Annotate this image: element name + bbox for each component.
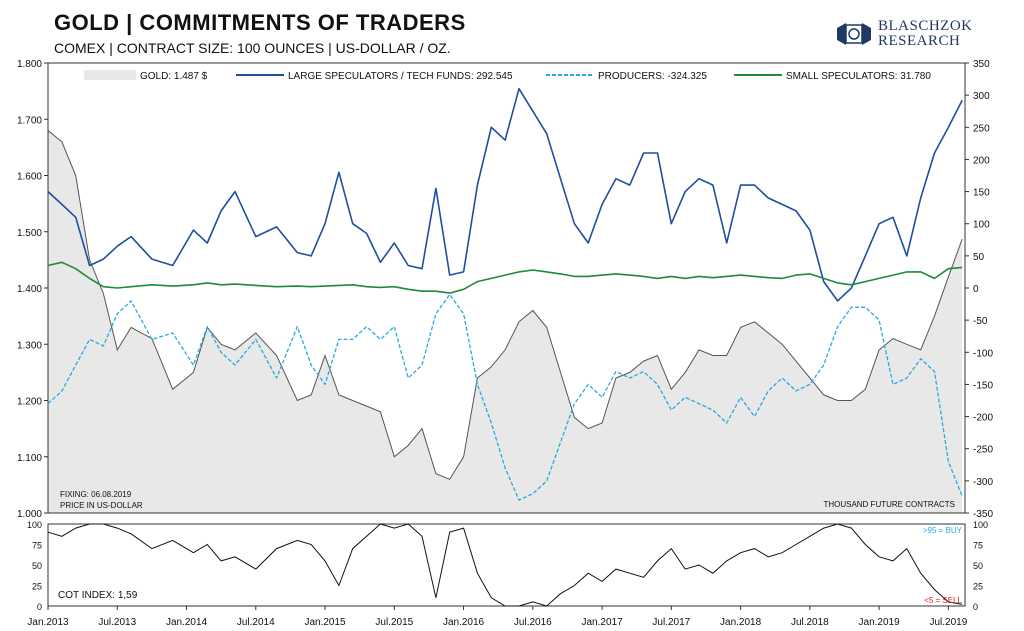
x-axis-tick-label: Jan.2013 bbox=[27, 617, 69, 628]
gold-price-line bbox=[47, 130, 963, 480]
cot-left-tick-label: 0 bbox=[37, 602, 42, 612]
left-axis-tick-label: 1.000 bbox=[17, 509, 42, 520]
small-speculators-line bbox=[47, 261, 963, 294]
cot-left-tick-label: 50 bbox=[32, 561, 42, 571]
x-axis-tick-label: Jan.2016 bbox=[443, 617, 485, 628]
chart-subtitle: COMEX | CONTRACT SIZE: 100 OUNCES | US-D… bbox=[54, 40, 451, 56]
left-axis-tick-label: 1.700 bbox=[17, 115, 42, 126]
cot-right-tick-label: 0 bbox=[973, 602, 978, 612]
right-axis-tick-label: 50 bbox=[973, 252, 985, 263]
chart-title: GOLD | COMMITMENTS OF TRADERS bbox=[54, 10, 466, 35]
cot-left-tick-label: 25 bbox=[32, 582, 42, 592]
cot-plot-frame bbox=[47, 523, 966, 607]
logo-text-line1: BLASCHZOK bbox=[878, 18, 973, 34]
legend-swatch-gold bbox=[84, 70, 136, 80]
left-axis-tick-label: 1.200 bbox=[17, 397, 42, 408]
contracts-unit-note: THOUSAND FUTURE CONTRACTS bbox=[823, 500, 955, 509]
cot-left-tick-label: 100 bbox=[27, 520, 42, 530]
right-axis-tick-label: 0 bbox=[973, 284, 979, 295]
x-axis-tick-label: Jul.2013 bbox=[98, 617, 136, 628]
x-axis-tick-label: Jan.2018 bbox=[720, 617, 762, 628]
right-axis-tick-label: 100 bbox=[973, 220, 990, 231]
legend-label: SMALL SPECULATORS: 31.780 bbox=[786, 71, 931, 82]
x-axis-tick-label: Jul.2017 bbox=[652, 617, 690, 628]
right-axis-tick-label: 200 bbox=[973, 155, 990, 166]
x-axis-tick-label: Jul.2019 bbox=[929, 617, 967, 628]
cot-right-tick-label: 25 bbox=[973, 582, 983, 592]
right-axis-tick-label: 250 bbox=[973, 123, 990, 134]
x-axis-tick-label: Jul.2016 bbox=[514, 617, 552, 628]
legend-label: PRODUCERS: -324.325 bbox=[598, 71, 707, 82]
sell-signal-note: <5 = SELL bbox=[924, 596, 962, 605]
gold-price-area bbox=[48, 130, 963, 513]
cot-right-tick-label: 75 bbox=[973, 541, 983, 551]
company-logo: BLASCHZOK RESEARCH bbox=[834, 18, 984, 52]
buy-signal-note: >95 = BUY bbox=[923, 526, 963, 535]
right-axis-tick-label: -300 bbox=[973, 477, 993, 488]
left-axis-tick-label: 1.800 bbox=[17, 59, 42, 70]
right-axis-tick-label: -350 bbox=[973, 509, 993, 520]
right-axis-tick-label: -50 bbox=[973, 316, 988, 327]
right-axis-tick-label: 350 bbox=[973, 59, 990, 70]
right-axis-tick-label: 150 bbox=[973, 188, 990, 199]
x-axis-tick-label: Jan.2014 bbox=[166, 617, 208, 628]
cot-right-tick-label: 50 bbox=[973, 561, 983, 571]
x-axis-tick-label: Jan.2017 bbox=[582, 617, 624, 628]
legend-label: GOLD: 1.487 $ bbox=[140, 71, 208, 82]
x-axis-tick-label: Jul.2014 bbox=[237, 617, 275, 628]
x-axis-tick-label: Jan.2015 bbox=[304, 617, 346, 628]
right-axis-tick-label: -100 bbox=[973, 348, 993, 359]
producers-line bbox=[47, 293, 963, 501]
left-axis-tick-label: 1.500 bbox=[17, 228, 42, 239]
right-axis-tick-label: -250 bbox=[973, 445, 993, 456]
large-speculators-line bbox=[47, 87, 963, 302]
right-axis-tick-label: -150 bbox=[973, 380, 993, 391]
x-axis-tick-label: Jul.2015 bbox=[375, 617, 413, 628]
legend-label: LARGE SPECULATORS / TECH FUNDS: 292.545 bbox=[288, 71, 513, 82]
left-axis-tick-label: 1.300 bbox=[17, 340, 42, 351]
fixing-date-note: FIXING: 06.08.2019 bbox=[60, 490, 132, 499]
logo-emblem-icon bbox=[837, 23, 871, 45]
cot-index-label: COT INDEX: 1,59 bbox=[58, 590, 138, 601]
cot-right-tick-label: 100 bbox=[973, 520, 988, 530]
right-axis-tick-label: 300 bbox=[973, 91, 990, 102]
cot-left-tick-label: 75 bbox=[32, 541, 42, 551]
left-axis-tick-label: 1.100 bbox=[17, 453, 42, 464]
logo-text-line2: RESEARCH bbox=[878, 33, 961, 49]
price-unit-note: PRICE IN US-DOLLAR bbox=[60, 501, 143, 510]
cot-index-line bbox=[47, 523, 963, 607]
right-axis-tick-label: -200 bbox=[973, 413, 993, 424]
x-axis-tick-label: Jan.2019 bbox=[859, 617, 901, 628]
left-axis-tick-label: 1.400 bbox=[17, 284, 42, 295]
x-axis-tick-label: Jul.2018 bbox=[791, 617, 829, 628]
left-axis-tick-label: 1.600 bbox=[17, 172, 42, 183]
